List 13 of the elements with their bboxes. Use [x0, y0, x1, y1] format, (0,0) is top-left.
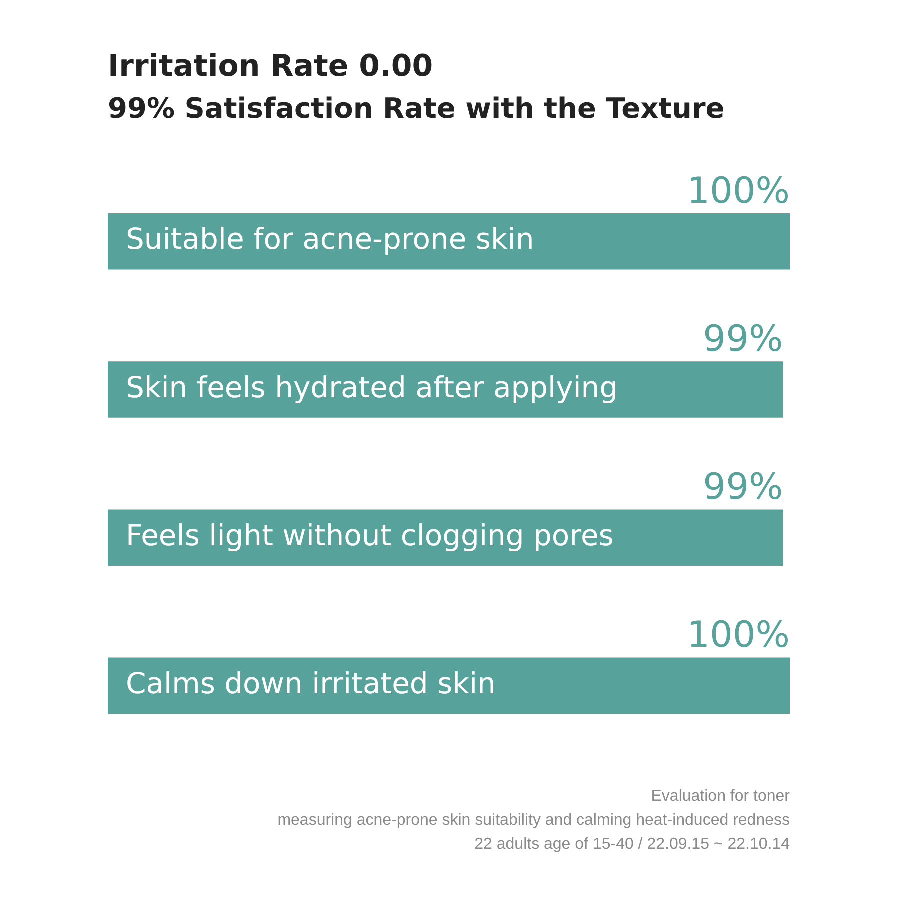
y-tick-label: Feels light without clogging pores [126, 518, 614, 552]
y-tick-label: Suitable for acne-prone skin [126, 222, 534, 256]
y-tick-label: Calms down irritated skin [126, 666, 496, 700]
y-tick-label: Skin feels hydrated after applying [126, 370, 618, 404]
chart-title: Irritation Rate 0.00 [108, 48, 434, 84]
chart-subtitle: 99% Satisfaction Rate with the Texture [108, 92, 725, 126]
data-label: 100% [687, 170, 790, 212]
data-label: 100% [687, 615, 790, 656]
data-label: 99% [703, 318, 784, 360]
text: measuring acne-prone skin suitability and calming heat-induced redness [278, 811, 790, 831]
text: Evaluation for toner [650, 787, 790, 807]
text: 22 adults age of 15-40 / 22.09.15 ~ 22.10.14 [474, 835, 790, 855]
data-label: 99% [703, 467, 784, 508]
